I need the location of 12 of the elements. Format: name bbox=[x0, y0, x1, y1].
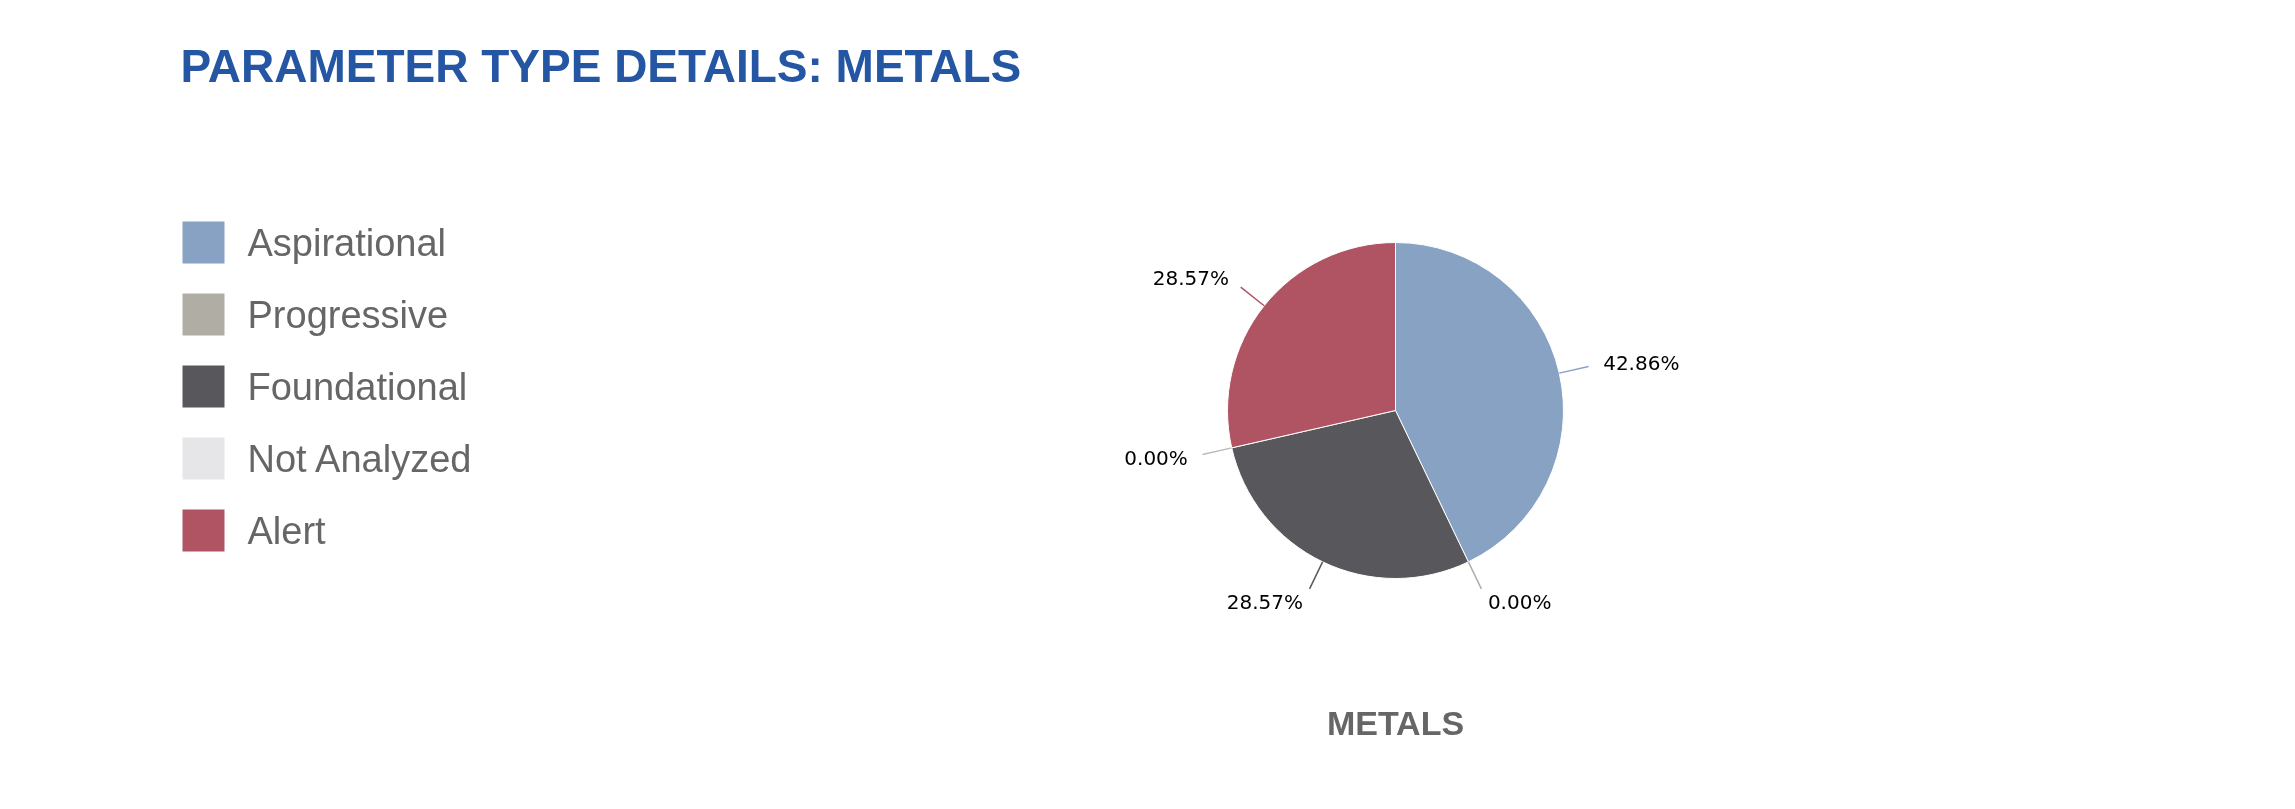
legend-label: Progressive bbox=[247, 293, 449, 336]
text: 0.00% bbox=[1124, 445, 1188, 470]
data-label: 42.86% bbox=[1603, 351, 1680, 376]
data-label: 28.57% bbox=[1226, 590, 1304, 615]
legend-label: Foundational bbox=[247, 365, 468, 408]
data-label: 28.57% bbox=[1152, 265, 1229, 290]
legend-label: Not Analyzed bbox=[247, 437, 472, 480]
legend-label: Aspirational bbox=[247, 221, 447, 264]
chart-title: PARAMETER TYPE DETAILS: METALS bbox=[180, 39, 1022, 92]
text: METALS bbox=[1326, 703, 1465, 742]
text: 0.00% bbox=[1487, 590, 1552, 615]
legend-label: Alert bbox=[247, 509, 327, 552]
